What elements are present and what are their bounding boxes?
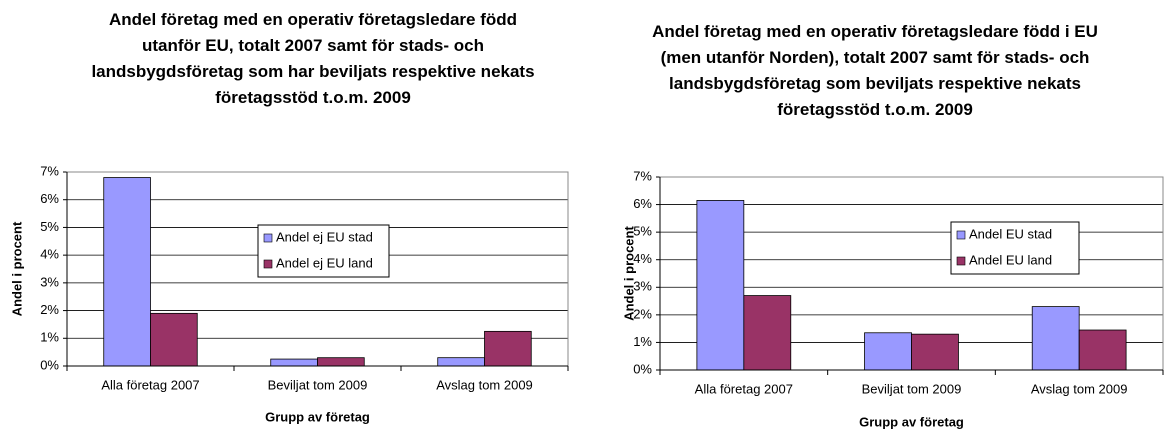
- bar: [911, 333, 959, 371]
- bar: [696, 200, 745, 371]
- y-tick-label: 7%: [40, 163, 59, 178]
- y-tick-label: 0%: [40, 357, 59, 372]
- legend-label: Andel ej EU stad: [276, 229, 373, 244]
- x-tick-label: Avslag tom 2009: [436, 377, 533, 392]
- y-tick-label: 5%: [633, 224, 652, 239]
- y-tick-label: 1%: [40, 330, 59, 345]
- x-tick-label: Beviljat tom 2009: [862, 381, 962, 396]
- legend-label: Andel EU stad: [969, 226, 1052, 241]
- legend: [257, 224, 390, 278]
- y-tick-label: 5%: [40, 219, 59, 234]
- bar: [270, 358, 318, 367]
- bar: [484, 330, 532, 367]
- bar: [864, 332, 912, 371]
- x-tick-label: Avslag tom 2009: [1031, 381, 1128, 396]
- x-tick-label: Alla företag 2007: [695, 381, 793, 396]
- legend: [950, 221, 1080, 275]
- legend-swatch: [263, 259, 273, 269]
- bar: [437, 357, 485, 367]
- legend-swatch: [263, 233, 273, 243]
- bar: [1078, 329, 1127, 371]
- legend-swatch: [956, 230, 966, 240]
- legend-swatch: [956, 256, 966, 266]
- x-tick-label: Beviljat tom 2009: [268, 377, 368, 392]
- y-tick-label: 3%: [633, 279, 652, 294]
- bar: [317, 357, 365, 367]
- x-axis-label: Grupp av företag: [859, 414, 964, 429]
- legend-label: Andel ej EU land: [276, 255, 373, 270]
- y-tick-label: 0%: [633, 361, 652, 376]
- y-axis-label: Andel i procent: [9, 221, 24, 316]
- y-tick-label: 4%: [633, 251, 652, 266]
- legend-label: Andel EU land: [969, 252, 1052, 267]
- bar: [743, 295, 792, 371]
- y-axis-label: Andel i procent: [621, 226, 636, 321]
- bar: [103, 177, 151, 367]
- chart-title: Andel företag med en operativ företagsle…: [91, 10, 535, 107]
- y-tick-label: 7%: [633, 168, 652, 183]
- y-tick-label: 1%: [633, 334, 652, 349]
- y-tick-label: 2%: [633, 306, 652, 321]
- y-tick-label: 6%: [40, 191, 59, 206]
- bar: [150, 312, 198, 367]
- x-tick-label: Alla företag 2007: [101, 377, 199, 392]
- y-tick-label: 3%: [40, 274, 59, 289]
- y-tick-label: 6%: [633, 196, 652, 211]
- x-axis-label: Grupp av företag: [265, 409, 370, 424]
- y-tick-label: 2%: [40, 302, 59, 317]
- bar: [1031, 306, 1080, 371]
- y-tick-label: 4%: [40, 247, 59, 262]
- chart-title: Andel företag med en operativ företagsle…: [652, 22, 1098, 119]
